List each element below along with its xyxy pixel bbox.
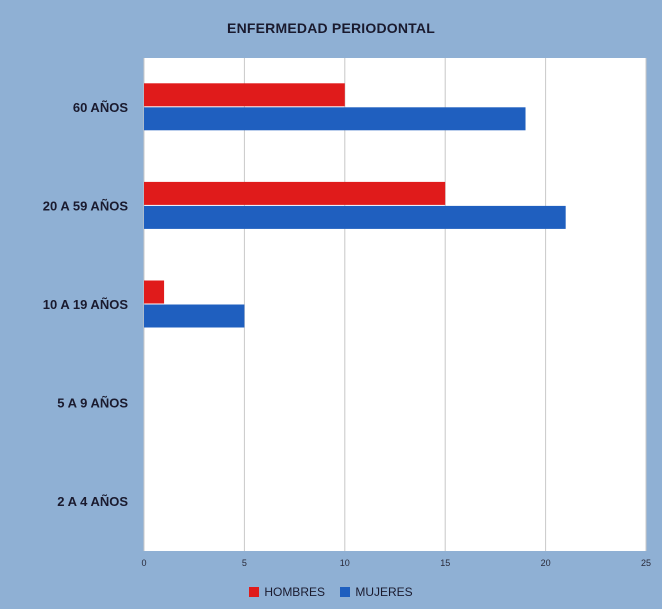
legend-item-hombres: HOMBRES [249,585,325,599]
bar-hombres-1 [144,181,446,205]
legend-label-hombres: HOMBRES [264,584,325,599]
category-label: 2 A 4 AÑOS [57,494,128,509]
bar-mujeres-2 [144,304,245,328]
x-tick-label-10: 10 [340,558,350,568]
legend-item-mujeres: MUJERES [340,584,413,599]
chart-title: ENFERMEDAD PERIODONTAL [227,20,435,36]
bar-hombres-0 [144,83,345,107]
category-label: 60 AÑOS [73,100,128,115]
legend: HOMBRES MUJERES [0,584,662,599]
bar-mujeres-0 [144,107,526,131]
legend-swatch-hombres [249,586,260,597]
bar-hombres-2 [144,280,165,304]
legend-swatch-mujeres [340,586,351,597]
category-label: 5 A 9 AÑOS [57,396,128,411]
x-tick-label-5: 5 [242,558,247,568]
gridlines [143,58,647,551]
x-tick-label-20: 20 [541,558,551,568]
legend-label-mujeres: MUJERES [355,584,413,599]
x-tick-labels: 0 5 10 15 20 25 [141,558,651,568]
x-tick-label-15: 15 [440,558,450,568]
x-tick-label-0: 0 [141,558,146,568]
bars [144,83,566,328]
category-labels: 60 AÑOS 20 A 59 AÑOS 10 A 19 AÑOS 5 A 9 AÑO… [43,100,129,509]
x-tick-label-25: 25 [641,558,651,568]
bar-mujeres-1 [144,205,566,229]
category-label: 10 A 19 AÑOS [43,297,129,312]
category-label: 20 A 59 AÑOS [43,198,129,213]
